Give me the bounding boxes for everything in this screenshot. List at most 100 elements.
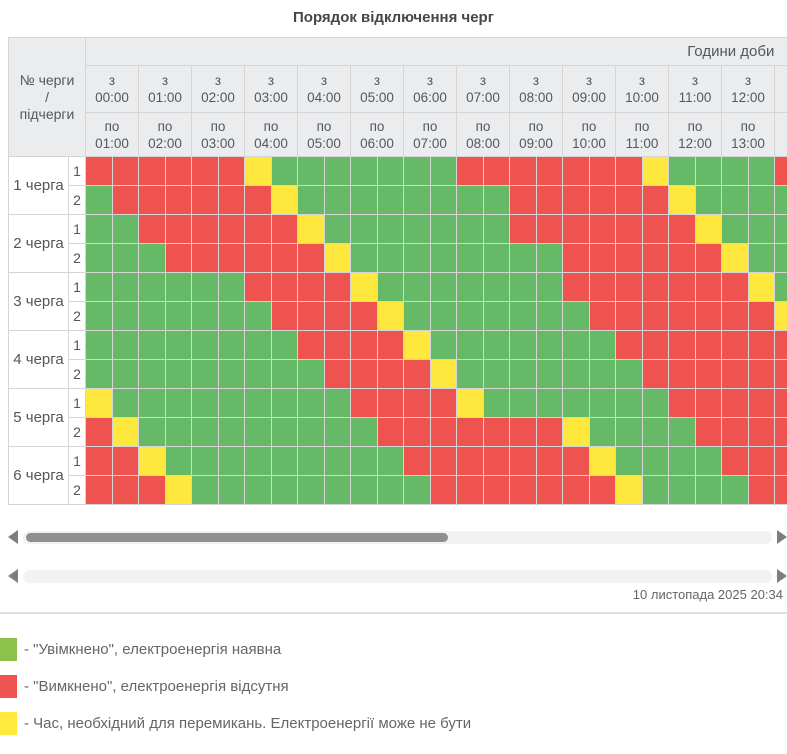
subqueue-label: 2 xyxy=(67,359,87,389)
schedule-cell-увімкнено xyxy=(456,301,484,331)
hour-header-to-8: по 09:00 xyxy=(509,112,564,157)
schedule-cell-вимкнено xyxy=(694,359,723,389)
schedule-cell-вимкнено xyxy=(297,330,325,360)
table-row: 2 xyxy=(9,475,787,505)
hour-header-from-12: з 12:00 xyxy=(721,65,776,113)
schedule-cell-вимкнено xyxy=(747,388,776,418)
schedule-cell-вимкнено xyxy=(668,272,696,302)
schedule-cell-увімкнено xyxy=(138,330,166,360)
schedule-cell-увімкнено xyxy=(747,214,776,244)
schedule-cell-вимкнено xyxy=(509,214,537,244)
schedule-cell-увімкнено xyxy=(270,446,299,476)
hour-from-time: 06:00 xyxy=(413,90,447,105)
hour-header-partial xyxy=(774,112,787,157)
schedule-cell-вимкнено xyxy=(323,359,352,389)
scroll-left-arrow[interactable] xyxy=(8,569,18,583)
scroll-right-arrow[interactable] xyxy=(777,530,787,544)
legend-swatch xyxy=(0,712,17,735)
schedule-cell-увімкнено xyxy=(535,359,564,389)
schedule-cell-увімкнено xyxy=(323,388,352,418)
queue-label: 1 черга xyxy=(8,156,69,215)
schedule-cell-увімкнено xyxy=(270,417,299,447)
schedule-cell-вимкнено xyxy=(615,185,643,215)
schedule-cell-увімкнено xyxy=(323,156,352,186)
schedule-cell-увімкнено xyxy=(641,446,670,476)
schedule-cell-вимкнено xyxy=(774,475,787,505)
hour-from-time: 03:00 xyxy=(254,90,288,105)
scroll-right-arrow[interactable] xyxy=(777,569,787,583)
schedule-cell-вимкнено xyxy=(403,388,431,418)
schedule-cell-увімкнено xyxy=(217,272,246,302)
schedule-cell-вимкнено xyxy=(85,156,113,186)
schedule-cell-увімкнено xyxy=(138,272,166,302)
schedule-cell-увімкнено xyxy=(482,330,511,360)
corner-header-line: / xyxy=(45,88,49,105)
schedule-cell-увімкнено xyxy=(270,330,299,360)
schedule-cell-вимкнено xyxy=(244,272,272,302)
schedule-cell-вимкнено xyxy=(297,243,325,273)
hour-from-prefix: з xyxy=(426,73,434,88)
hour-to-prefix: по xyxy=(104,118,120,134)
schedule-cell-увімкнено xyxy=(85,214,113,244)
schedule-cell-вимкнено xyxy=(535,156,564,186)
schedule-cell-увімкнено xyxy=(217,475,246,505)
schedule-cell-увімкнено xyxy=(668,417,696,447)
schedule-cell-вимкнено xyxy=(217,243,246,273)
schedule-cell-увімкнено xyxy=(111,214,140,244)
schedule-cell-вимкнено xyxy=(747,475,776,505)
scroll-left-arrow[interactable] xyxy=(8,530,18,544)
scrollbar-track[interactable] xyxy=(23,569,772,583)
hour-header-from-2: з 02:00 xyxy=(191,65,246,113)
schedule-cell-увімкнено xyxy=(244,475,272,505)
schedule-cell-вимкнено xyxy=(562,156,590,186)
subqueue-label: 2 xyxy=(67,475,87,505)
schedule-cell-вимкнено xyxy=(350,388,378,418)
scrollbar-track[interactable] xyxy=(23,530,772,544)
hour-header-to-9: по 10:00 xyxy=(562,112,617,157)
hour-from-time: 08:00 xyxy=(519,90,553,105)
hour-to-time: 06:00 xyxy=(360,135,394,151)
schedule-cell-увімкнено xyxy=(111,301,140,331)
legend-label: - "Вимкнено", електроенергія відсутня xyxy=(24,678,289,695)
schedule-cell-вимкнено xyxy=(85,475,113,505)
hour-to-time: 08:00 xyxy=(466,135,500,151)
subqueue-label: 1 xyxy=(67,156,87,186)
hour-to-prefix: по xyxy=(740,118,756,134)
schedule-cell-вимкнено xyxy=(403,417,431,447)
schedule-cell-вимкнено xyxy=(376,417,405,447)
hour-header-from-4: з 04:00 xyxy=(297,65,352,113)
schedule-cell-увімкнено xyxy=(403,272,431,302)
schedule-cell-увімкнено xyxy=(588,359,617,389)
schedule-cell-вимкнено xyxy=(456,446,484,476)
hour-header-from-3: з 03:00 xyxy=(244,65,299,113)
schedule-cell-вимкнено xyxy=(615,272,643,302)
schedule-cell-вимкнено xyxy=(85,446,113,476)
schedule-cell-вимкнено xyxy=(217,214,246,244)
schedule-cell-увімкнено xyxy=(456,330,484,360)
schedule-cell-увімкнено xyxy=(641,417,670,447)
horizontal-scrollbar-2 xyxy=(8,568,787,584)
schedule-cell-увімкнено xyxy=(562,330,590,360)
schedule-cell-вимкнено xyxy=(694,301,723,331)
queue-label: 2 черга xyxy=(8,214,69,273)
table-row: 2 xyxy=(9,417,787,447)
schedule-cell-увімкнено xyxy=(85,359,113,389)
schedule-cell-увімкнено xyxy=(297,446,325,476)
schedule-cell-увімкнено xyxy=(482,185,511,215)
hour-from-time: 04:00 xyxy=(307,90,341,105)
scrollbar-thumb[interactable] xyxy=(26,532,448,542)
schedule-cell-вимкнено xyxy=(376,359,405,389)
hour-to-prefix: по xyxy=(422,118,438,134)
schedule-cell-вимкнено xyxy=(164,243,193,273)
schedule-cell-вимкнено xyxy=(323,330,352,360)
schedule-cell-увімкнено xyxy=(535,272,564,302)
schedule-cell-перемикання xyxy=(244,156,272,186)
schedule-cell-вимкнено xyxy=(774,156,787,186)
hour-from-time: 09:00 xyxy=(572,90,606,105)
schedule-cell-вимкнено xyxy=(615,301,643,331)
schedule-cell-вимкнено xyxy=(244,185,272,215)
corner-header-line: № черги xyxy=(19,71,75,88)
schedule-cell-увімкнено xyxy=(217,359,246,389)
schedule-cell-вимкнено xyxy=(562,446,590,476)
queue-label: 5 черга xyxy=(8,388,69,447)
